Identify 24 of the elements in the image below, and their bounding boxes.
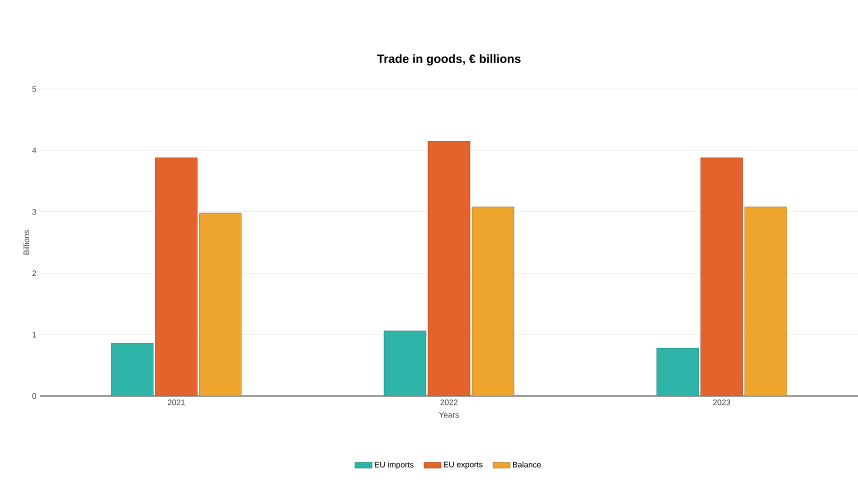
legend-label: EU imports bbox=[374, 462, 414, 470]
legend-label: EU exports bbox=[444, 462, 483, 469]
bar bbox=[111, 342, 154, 396]
x-tick-label: 2021 bbox=[168, 400, 185, 406]
bar bbox=[700, 158, 743, 396]
y-tick-label: 5 bbox=[32, 86, 36, 92]
y-tick-label: 3 bbox=[32, 208, 36, 215]
y-tick-label: 0 bbox=[32, 393, 36, 399]
y-tick-label: 1 bbox=[32, 332, 36, 338]
x-tick-label: 2023 bbox=[713, 400, 730, 406]
bar bbox=[155, 158, 198, 396]
y-axis-title: Billions bbox=[23, 230, 30, 255]
legend-label: Balance bbox=[512, 462, 541, 468]
bar bbox=[428, 140, 470, 396]
chart-title: Trade in goods, € billions bbox=[377, 54, 521, 66]
x-axis-title: Years bbox=[439, 412, 459, 418]
bar bbox=[199, 212, 242, 396]
bar bbox=[744, 206, 787, 396]
y-tick-label: 2 bbox=[32, 270, 36, 276]
y-tick-label: 4 bbox=[32, 148, 36, 154]
bar bbox=[472, 206, 514, 396]
x-tick-label: 2022 bbox=[440, 400, 458, 406]
bar bbox=[384, 330, 426, 396]
bar bbox=[656, 348, 699, 396]
